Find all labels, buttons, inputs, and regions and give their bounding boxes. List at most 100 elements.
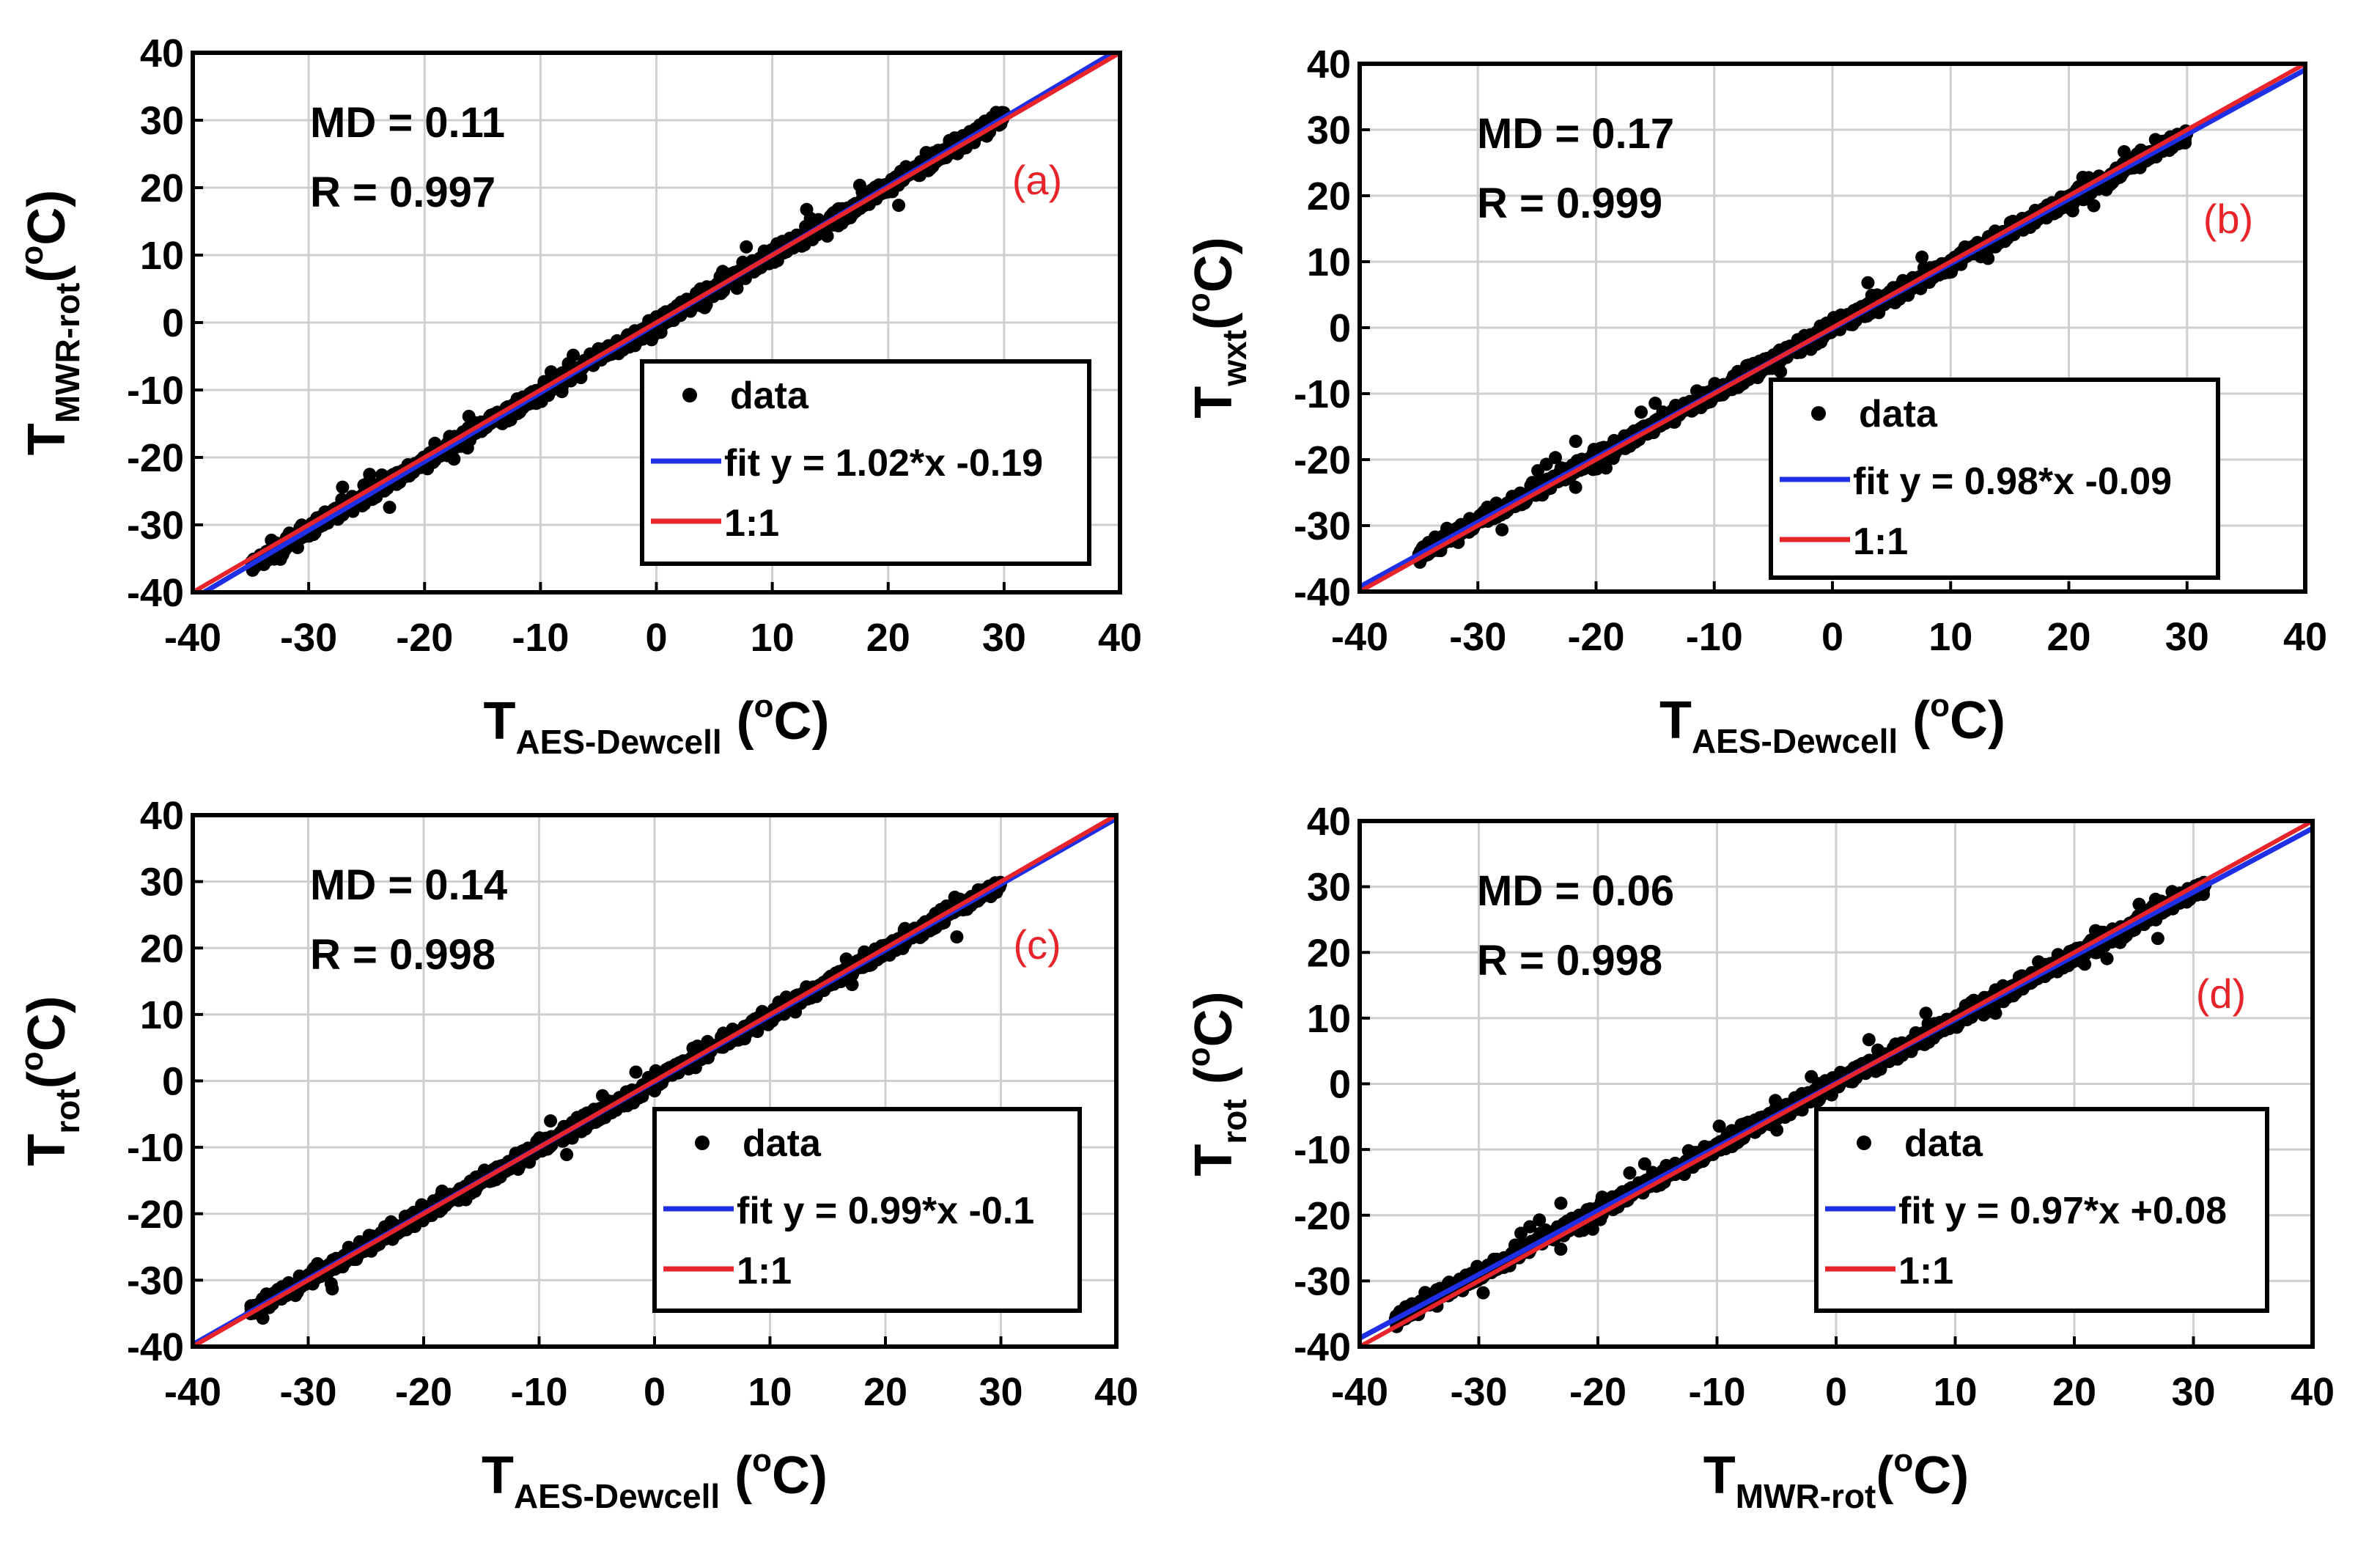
x-tick-label: -40 <box>164 1370 221 1414</box>
x-tick-label: 30 <box>979 1370 1023 1414</box>
chart-panel-c: -40 -30 -20 -10 0 10 20 30 40-40-30-20-100102030… <box>14 794 1138 1515</box>
r-text: R = 0.998 <box>310 931 495 979</box>
y-tick-label: 10 <box>1307 240 1351 284</box>
panel-label: (a) <box>1012 157 1062 203</box>
x-tick-label: 30 <box>2165 615 2209 659</box>
x-tick-label: 10 <box>748 1370 792 1414</box>
data-point <box>1569 480 1583 494</box>
data-point <box>336 480 350 494</box>
legend-identity-label: 1:1 <box>724 502 779 545</box>
legend-data-marker <box>682 388 697 402</box>
x-tick-label: -30 <box>1449 615 1506 659</box>
y-tick-label: 10 <box>140 234 184 278</box>
y-tick-label: -30 <box>127 504 184 548</box>
y-axis-label: Twxt(oC) <box>1181 237 1253 419</box>
data-point <box>1915 250 1929 264</box>
x-tick-label: -40 <box>1331 615 1388 659</box>
data-point <box>544 1114 558 1128</box>
y-tick-label: -10 <box>127 1126 184 1170</box>
data-point <box>462 410 476 423</box>
reference-lines <box>193 815 1116 1347</box>
md-text: MD = 0.17 <box>1477 110 1674 158</box>
data-point <box>2118 145 2131 158</box>
data-point <box>555 385 569 399</box>
x-tick-label: 20 <box>866 616 910 660</box>
x-tick-label: 10 <box>1928 615 1972 659</box>
data-point <box>1635 405 1648 419</box>
data-point <box>1861 276 1875 290</box>
identity-line <box>1360 64 2305 592</box>
y-axis-label: TMWR-rot(oC) <box>14 190 86 455</box>
y-tick-label: -40 <box>127 1325 184 1369</box>
x-tick-label: 10 <box>751 616 795 660</box>
y-tick-label: 0 <box>162 301 184 345</box>
data-point <box>1539 457 1553 471</box>
chart-panel-b: -40 -30 -20 -10 0 10 20 30 40-40-30-20-100102030… <box>1181 43 2327 760</box>
x-tick-label: 40 <box>2283 615 2327 659</box>
x-tick-label: 0 <box>644 1370 666 1414</box>
md-text: MD = 0.11 <box>310 99 505 147</box>
chart-panel-d: -40 -30 -20 -10 0 10 20 30 40-40-30-20-100102030… <box>1181 800 2335 1515</box>
chart-panel-a: -40 -30 -20 -10 0 10 20 30 40-40-30-20-100102030… <box>14 32 1142 761</box>
data-point <box>892 199 906 213</box>
x-tick-label: -10 <box>512 616 569 660</box>
y-tick-label: 20 <box>140 166 184 210</box>
y-tick-label: 30 <box>140 861 184 905</box>
data-point <box>2103 178 2117 191</box>
y-tick-label: 0 <box>162 1060 184 1104</box>
legend-identity-label: 1:1 <box>1853 520 1908 563</box>
x-tick-label: 40 <box>1094 1370 1138 1414</box>
legend-fit-label: fit y = 0.99*x -0.1 <box>737 1190 1034 1232</box>
x-axis-label: TAES-Dewcell (oC) <box>483 688 829 761</box>
y-tick-label: 40 <box>140 794 184 838</box>
legend: data fit y = 1.02*x -0.19 1:1 <box>640 359 1091 566</box>
y-tick-label: -10 <box>1294 372 1351 416</box>
x-tick-label: -40 <box>164 616 221 660</box>
data-point <box>383 501 397 515</box>
x-tick-label: 40 <box>1098 616 1142 660</box>
data-point <box>740 240 754 254</box>
data-point <box>560 1148 574 1161</box>
legend-fit-label: fit y = 0.98*x -0.09 <box>1853 460 2172 503</box>
data-point <box>1599 461 1613 475</box>
data-point <box>1569 435 1583 448</box>
y-tick-label: 40 <box>140 32 184 76</box>
tick-labels: -40 -30 -20 -10 0 10 20 30 40-40-30-20-100102030… <box>1294 43 2327 659</box>
x-tick-label: 0 <box>645 616 667 660</box>
legend-fit-label: fit y = 1.02*x -0.19 <box>724 442 1043 485</box>
y-tick-label: 0 <box>1329 306 1351 350</box>
legend-data-marker <box>1811 406 1826 421</box>
x-tick-label: 0 <box>1821 615 1843 659</box>
reference-lines <box>193 53 1120 592</box>
data-point <box>324 1277 338 1291</box>
reference-lines <box>1360 64 2305 592</box>
y-axis-label: Trot(oC) <box>14 995 86 1166</box>
data-point <box>629 1065 643 1079</box>
md-text: MD = 0.14 <box>310 861 507 909</box>
y-tick-label: -20 <box>1294 438 1351 482</box>
data-point <box>1774 365 1788 379</box>
x-tick-label: 30 <box>982 616 1026 660</box>
data-point <box>800 202 814 216</box>
x-tick-label: -30 <box>279 1370 336 1414</box>
r-text: R = 0.997 <box>310 169 495 216</box>
x-tick-label: 20 <box>2046 615 2090 659</box>
y-tick-label: -40 <box>127 571 184 615</box>
panel-label: (b) <box>2203 196 2253 242</box>
y-tick-label: -30 <box>127 1259 184 1303</box>
data-point <box>1554 1243 1568 1256</box>
legend-data-label: data <box>730 375 809 417</box>
data-point <box>820 229 834 243</box>
legend-data-marker <box>695 1135 710 1150</box>
data-point <box>544 365 558 379</box>
identity-line <box>193 815 1116 1347</box>
data-point <box>256 1311 270 1325</box>
x-tick-label: -20 <box>396 616 453 660</box>
x-axis-label: TAES-Dewcell (oC) <box>1659 688 2005 760</box>
panel-label: (c) <box>1013 921 1061 968</box>
data-point <box>943 133 957 147</box>
legend-identity-label: 1:1 <box>737 1250 792 1292</box>
